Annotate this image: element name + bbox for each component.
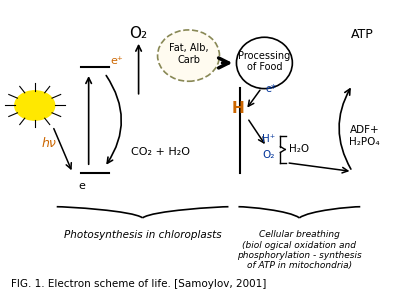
- Text: CO₂ + H₂O: CO₂ + H₂O: [131, 147, 190, 157]
- Text: H⁺: H⁺: [262, 134, 275, 144]
- Text: Photosynthesis in chloroplasts: Photosynthesis in chloroplasts: [64, 230, 222, 240]
- Circle shape: [15, 91, 55, 120]
- Text: e*: e*: [266, 84, 276, 94]
- Text: Fat, Alb,
Carb: Fat, Alb, Carb: [169, 43, 208, 65]
- Text: hν: hν: [41, 137, 56, 150]
- Text: e⁺: e⁺: [111, 57, 124, 66]
- Text: O₂: O₂: [262, 150, 275, 160]
- Text: ATP: ATP: [351, 28, 374, 41]
- Text: e: e: [79, 181, 85, 191]
- Text: FIG. 1. Electron scheme of life. [Samoylov, 2001]: FIG. 1. Electron scheme of life. [Samoyl…: [11, 279, 266, 289]
- Text: Cellular breathing
(biol ogical oxidation and
phosphorylation - synthesis
of ATP: Cellular breathing (biol ogical oxidatio…: [237, 230, 362, 270]
- Text: H: H: [231, 101, 244, 116]
- Text: H₂O: H₂O: [289, 144, 309, 155]
- Text: ADF+
H₂PO₄: ADF+ H₂PO₄: [349, 126, 379, 147]
- Text: O₂: O₂: [130, 26, 148, 41]
- Ellipse shape: [158, 30, 220, 81]
- Text: Processing
of Food: Processing of Food: [238, 51, 290, 72]
